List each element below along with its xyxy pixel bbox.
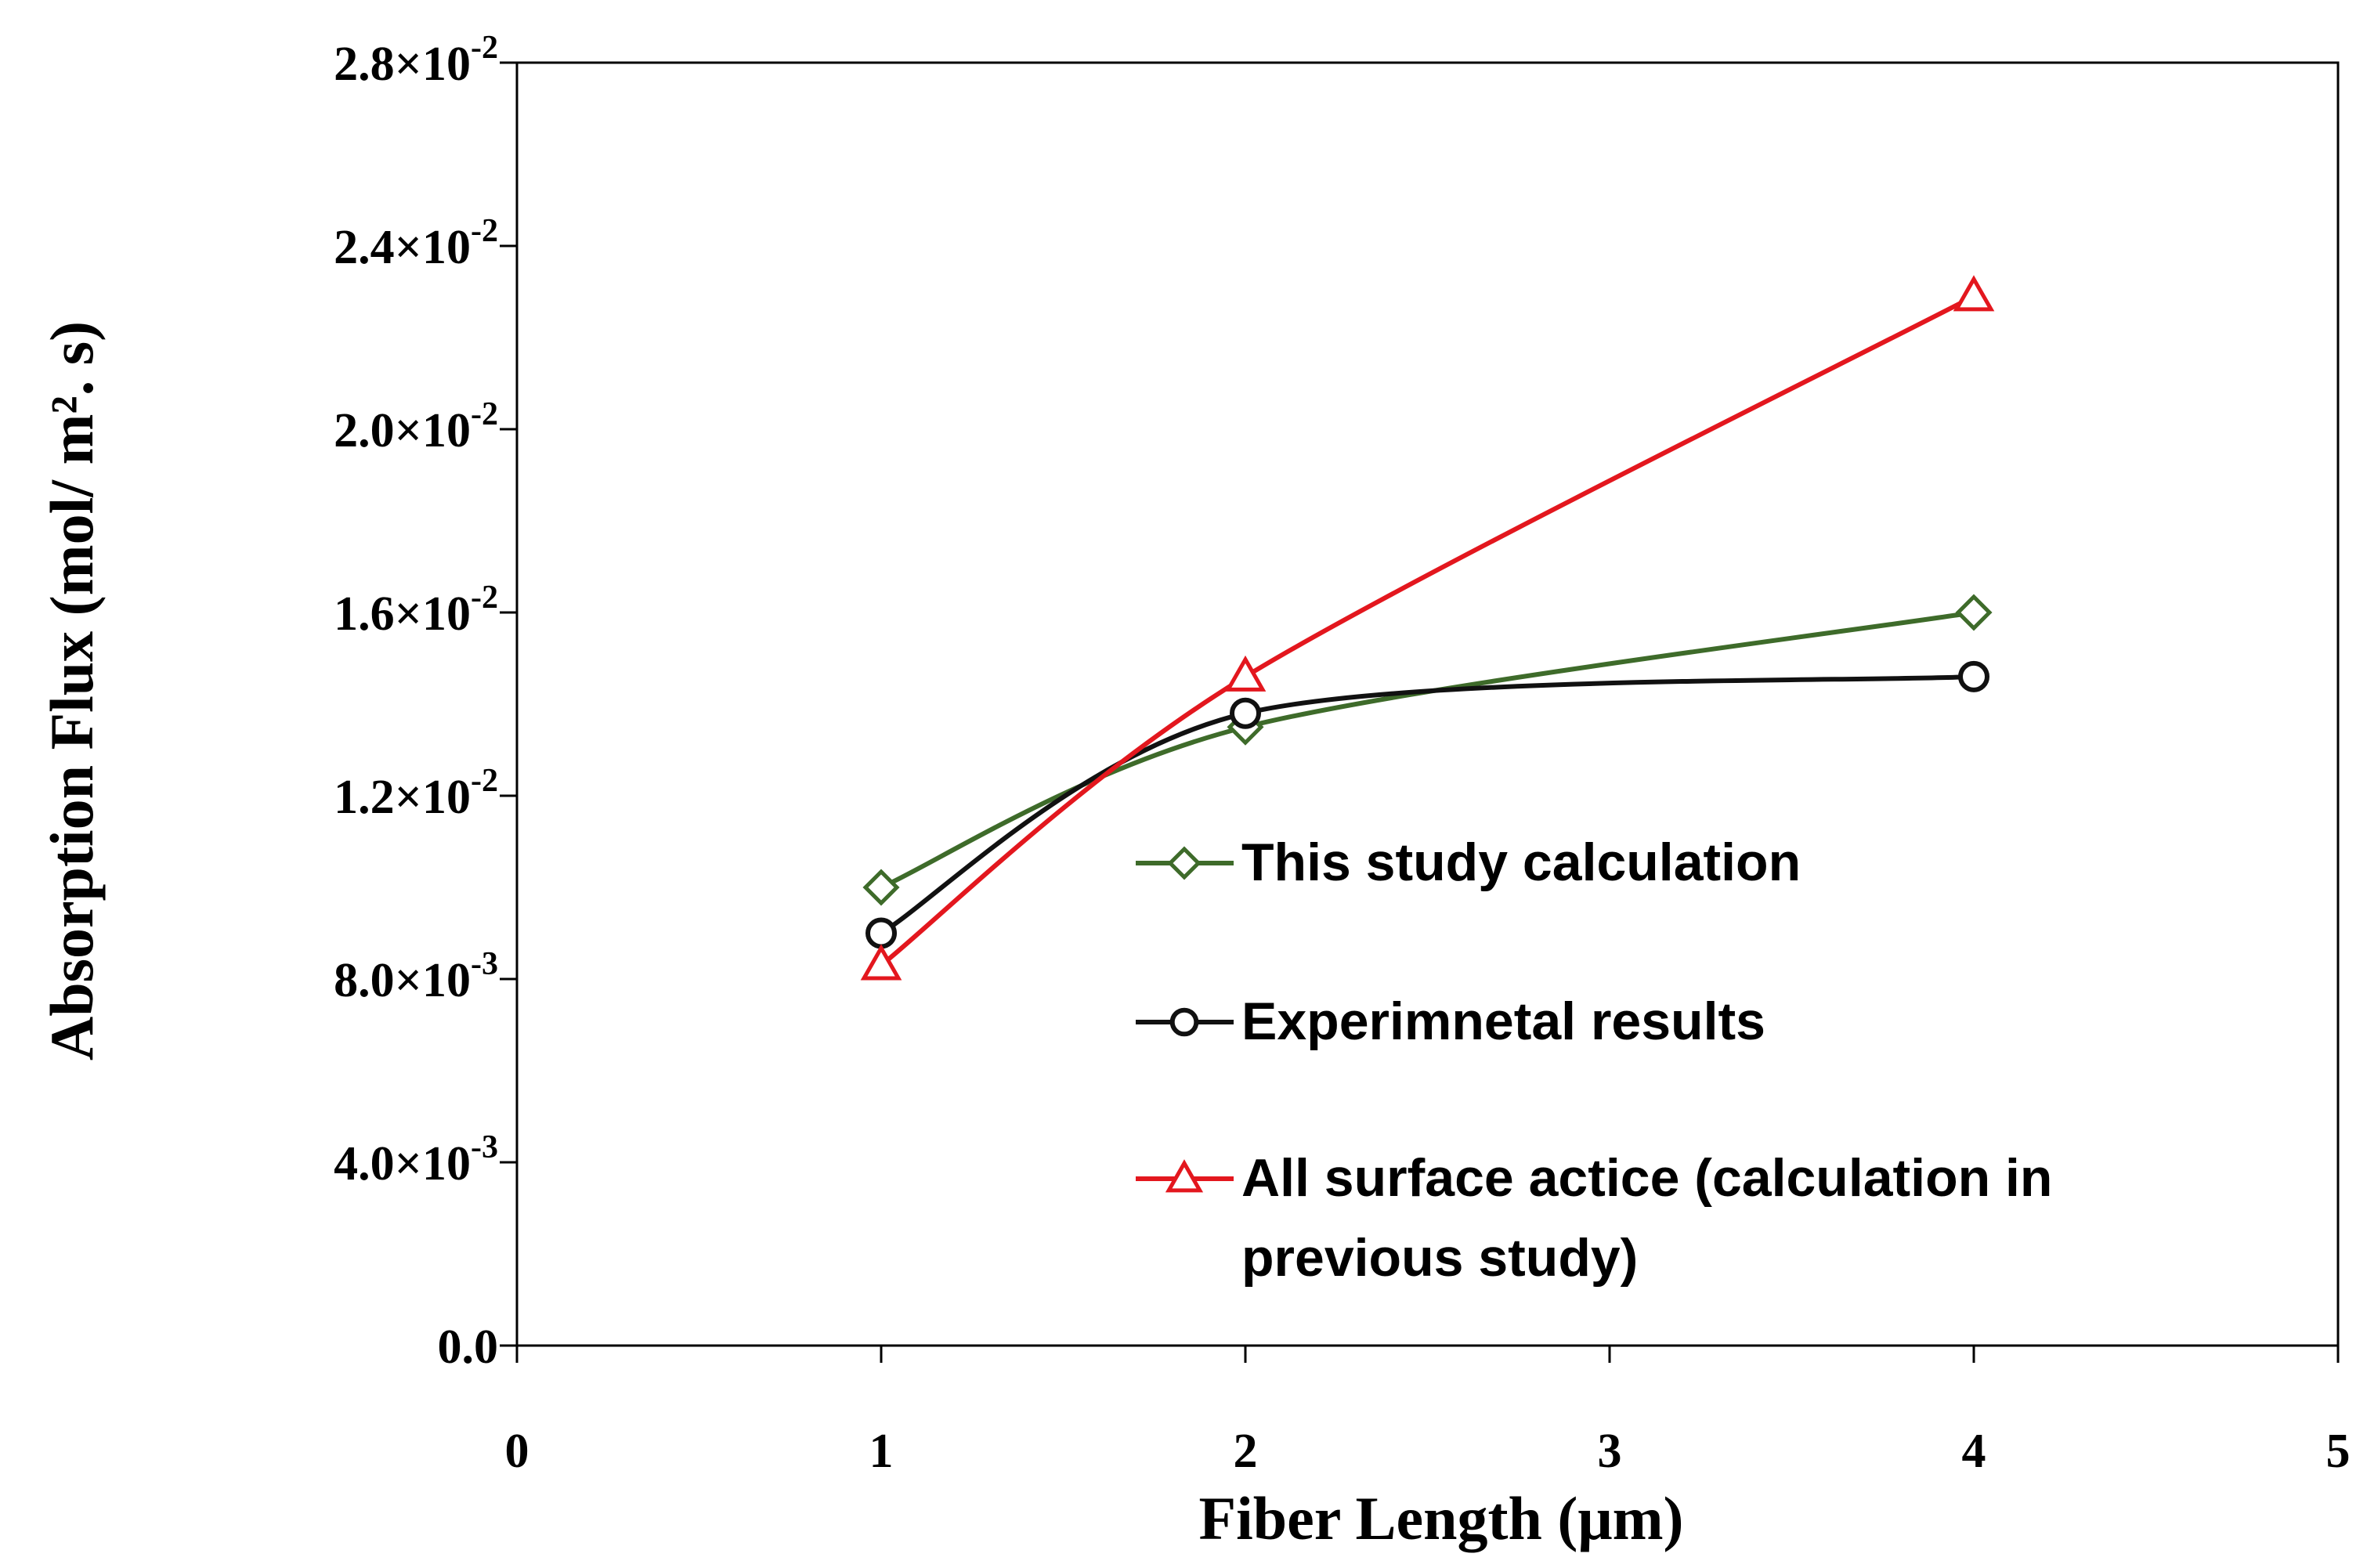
data-point xyxy=(1955,594,1993,631)
legend-label: Experimnetal results xyxy=(1241,992,1765,1051)
x-tick-label: 1 xyxy=(869,1425,894,1478)
y-axis-label: Absorption Flux (mol/ m². s) xyxy=(38,321,106,1060)
legend-entry: This study calculation xyxy=(1136,833,1801,892)
plot-frame xyxy=(515,61,2340,1347)
series-layer xyxy=(860,275,1995,981)
data-point xyxy=(862,869,900,906)
legend-label: This study calculation xyxy=(1241,833,1801,892)
data-point xyxy=(1953,275,1995,312)
y-tick-label: 2.8×10-2 xyxy=(334,30,498,91)
legend-label: All surface actice (calculation in xyxy=(1241,1148,2052,1208)
y-tick-label: 8.0×10-3 xyxy=(334,946,498,1007)
series-line xyxy=(880,610,1975,890)
data-point xyxy=(865,917,897,949)
x-tick-label: 4 xyxy=(1962,1425,1986,1478)
data-point xyxy=(1169,1007,1199,1037)
legend-entry: All surface actice (calculation in previo… xyxy=(1136,1148,2052,1288)
data-point xyxy=(1958,660,1989,692)
legend-entry: Experimnetal results xyxy=(1136,992,1765,1051)
series-triangle xyxy=(860,275,1995,981)
series-line xyxy=(880,294,1975,967)
x-tick-label: 2 xyxy=(1234,1425,1258,1478)
x-tick-label: 5 xyxy=(2326,1425,2351,1478)
data-point xyxy=(1230,697,1261,729)
x-tick-label: 3 xyxy=(1598,1425,1622,1478)
y-tick-label: 2.0×10-2 xyxy=(334,396,498,457)
y-tick-label: 1.6×10-2 xyxy=(334,580,498,641)
x-axis-label: Fiber Length (μm) xyxy=(1198,1484,1683,1552)
series-line xyxy=(880,674,1975,936)
legend-label: previous study) xyxy=(1241,1228,1638,1288)
data-point xyxy=(1167,846,1202,880)
series-circle xyxy=(865,660,1989,949)
y-tick-label: 0.0 xyxy=(438,1321,499,1374)
y-tick-label: 4.0×10-3 xyxy=(334,1129,498,1190)
data-point xyxy=(1224,655,1267,692)
data-point xyxy=(860,944,902,981)
y-tick-label: 2.4×10-2 xyxy=(334,213,498,274)
legend: This study calculation Experimnetal resul… xyxy=(1136,833,2052,1288)
data-point xyxy=(1165,1159,1204,1193)
x-tick-label: 0 xyxy=(505,1425,529,1478)
y-tick-label: 1.2×10-2 xyxy=(334,763,498,824)
axes: 0.0 4.0×10-3 8.0×10-3 1.2×10-2 1.6×10-2 2.0×1… xyxy=(334,30,2350,1478)
